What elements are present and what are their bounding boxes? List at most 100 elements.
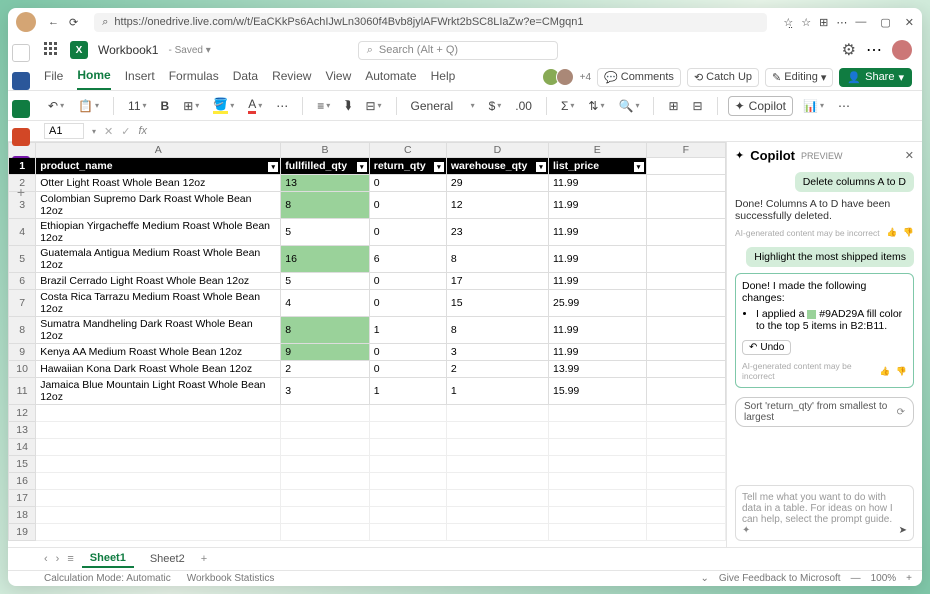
delete-button[interactable]: ⊟ <box>689 97 707 115</box>
cell[interactable]: 0 <box>369 290 446 317</box>
cell[interactable] <box>446 473 548 490</box>
document-title[interactable]: Workbook1 <box>98 43 158 57</box>
cell[interactable] <box>36 507 281 524</box>
cell[interactable] <box>646 439 725 456</box>
cell[interactable] <box>369 507 446 524</box>
column-header[interactable]: E <box>548 143 646 158</box>
cell[interactable] <box>36 456 281 473</box>
cell[interactable]: 11.99 <box>548 317 646 344</box>
cell[interactable] <box>646 344 725 361</box>
table-header-cell[interactable]: warehouse_qty▾ <box>446 158 548 175</box>
address-bar[interactable]: ⌕ https://onedrive.live.com/w/t/EaCKkPs6… <box>94 13 767 32</box>
cell[interactable]: 1 <box>369 378 446 405</box>
filter-icon[interactable]: ▾ <box>536 162 546 172</box>
refresh-icon[interactable]: ⟳ <box>897 407 905 418</box>
table-header-cell[interactable]: fullfilled_qty▾ <box>281 158 369 175</box>
tab-file[interactable]: File <box>44 65 63 89</box>
cell[interactable]: Otter Light Roast Whole Bean 12oz <box>36 175 281 192</box>
cell[interactable] <box>646 405 725 422</box>
cell[interactable]: 17 <box>446 273 548 290</box>
find-button[interactable]: 🔍▾ <box>615 97 644 115</box>
cell[interactable] <box>646 246 725 273</box>
cell[interactable] <box>36 439 281 456</box>
cell[interactable] <box>646 507 725 524</box>
cell[interactable]: 23 <box>446 219 548 246</box>
name-box-chevron-icon[interactable]: ▾ <box>92 127 96 136</box>
sheet-all-icon[interactable]: ≡ <box>67 553 73 565</box>
cell[interactable] <box>281 439 369 456</box>
cell[interactable]: 8 <box>446 317 548 344</box>
filter-icon[interactable]: ▾ <box>268 162 278 172</box>
read-aloud-icon[interactable]: ☆̤ <box>783 16 793 29</box>
presence-count[interactable]: +4 <box>580 72 591 83</box>
cell[interactable] <box>646 524 725 541</box>
number-format-select[interactable]: General ▾ <box>407 97 479 115</box>
tab-view[interactable]: View <box>325 65 351 89</box>
minimize-icon[interactable]: — <box>855 16 866 28</box>
collections-icon[interactable]: ⊞ <box>819 16 828 29</box>
more-icon[interactable]: ⋯ <box>836 16 847 29</box>
close-copilot-icon[interactable]: ✕ <box>905 149 914 162</box>
insert-button[interactable]: ⊞ <box>664 97 682 115</box>
cell[interactable]: Kenya AA Medium Roast Whole Bean 12oz <box>36 344 281 361</box>
sheet-tab[interactable]: Sheet2 <box>142 551 193 567</box>
cell[interactable]: 0 <box>369 273 446 290</box>
cell[interactable] <box>446 456 548 473</box>
favorites-icon[interactable]: ☆ <box>801 16 811 29</box>
column-header[interactable]: B <box>281 143 369 158</box>
spreadsheet-grid[interactable]: ABCDEF1product_name▾fullfilled_qty▾retur… <box>8 142 726 547</box>
tab-insert[interactable]: Insert <box>125 65 155 89</box>
cell[interactable] <box>646 422 725 439</box>
cell[interactable] <box>446 490 548 507</box>
filter-icon[interactable]: ▾ <box>357 162 367 172</box>
excel-icon[interactable] <box>12 100 30 118</box>
fill-color-button[interactable]: 🪣▾ <box>209 95 238 116</box>
more-font-icon[interactable]: ⋯ <box>272 97 292 115</box>
column-header[interactable]: F <box>646 143 725 158</box>
row-header[interactable]: 13 <box>9 422 36 439</box>
cell[interactable] <box>646 473 725 490</box>
cell[interactable]: Brazil Cerrado Light Roast Whole Bean 12… <box>36 273 281 290</box>
cell[interactable] <box>646 175 725 192</box>
feedback-link[interactable]: Give Feedback to Microsoft <box>719 573 841 584</box>
cell[interactable]: 25.99 <box>548 290 646 317</box>
workbook-stats[interactable]: Workbook Statistics <box>187 573 275 584</box>
calc-mode[interactable]: Calculation Mode: Automatic <box>44 573 171 584</box>
cell[interactable]: 5 <box>281 219 369 246</box>
cell[interactable] <box>548 490 646 507</box>
cell[interactable]: 8 <box>281 192 369 219</box>
more-icon[interactable]: ⋯ <box>866 40 882 60</box>
sheet-tab[interactable]: Sheet1 <box>82 550 134 568</box>
row-header[interactable]: 11 <box>9 378 36 405</box>
cell[interactable]: Hawaiian Kona Dark Roast Whole Bean 12oz <box>36 361 281 378</box>
fx-label[interactable]: fx <box>138 125 147 137</box>
cell[interactable] <box>369 439 446 456</box>
comments-button[interactable]: 💬 Comments <box>597 68 681 87</box>
decimal-button[interactable]: .00 <box>511 97 536 115</box>
row-header[interactable]: 5 <box>9 246 36 273</box>
copilot-button[interactable]: ✦ Copilot <box>728 96 793 116</box>
cell[interactable]: 29 <box>446 175 548 192</box>
row-header[interactable]: 17 <box>9 490 36 507</box>
thumbs-up-icon[interactable]: 👍 <box>887 227 898 238</box>
cell[interactable] <box>446 439 548 456</box>
cell[interactable] <box>36 405 281 422</box>
tab-home[interactable]: Home <box>77 64 110 90</box>
table-header-cell[interactable]: product_name▾ <box>36 158 281 175</box>
merge-button[interactable]: ⊟▾ <box>361 97 385 115</box>
cell[interactable] <box>369 405 446 422</box>
cell[interactable]: 11.99 <box>548 273 646 290</box>
cell[interactable] <box>446 422 548 439</box>
cell[interactable] <box>548 422 646 439</box>
row-header[interactable]: 10 <box>9 361 36 378</box>
share-button[interactable]: 👤 Share ▾ <box>839 68 912 87</box>
zoom-in-icon[interactable]: + <box>906 573 912 584</box>
row-header[interactable]: 15 <box>9 456 36 473</box>
cell[interactable] <box>36 524 281 541</box>
name-box[interactable]: A1 <box>44 123 84 139</box>
column-header[interactable]: C <box>369 143 446 158</box>
row-header[interactable]: 6 <box>9 273 36 290</box>
maximize-icon[interactable]: ▢ <box>880 16 890 29</box>
cell[interactable]: Ethiopian Yirgacheffe Medium Roast Whole… <box>36 219 281 246</box>
cell[interactable] <box>446 507 548 524</box>
